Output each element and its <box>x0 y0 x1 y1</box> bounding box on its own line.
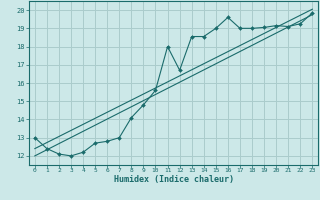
X-axis label: Humidex (Indice chaleur): Humidex (Indice chaleur) <box>114 175 234 184</box>
